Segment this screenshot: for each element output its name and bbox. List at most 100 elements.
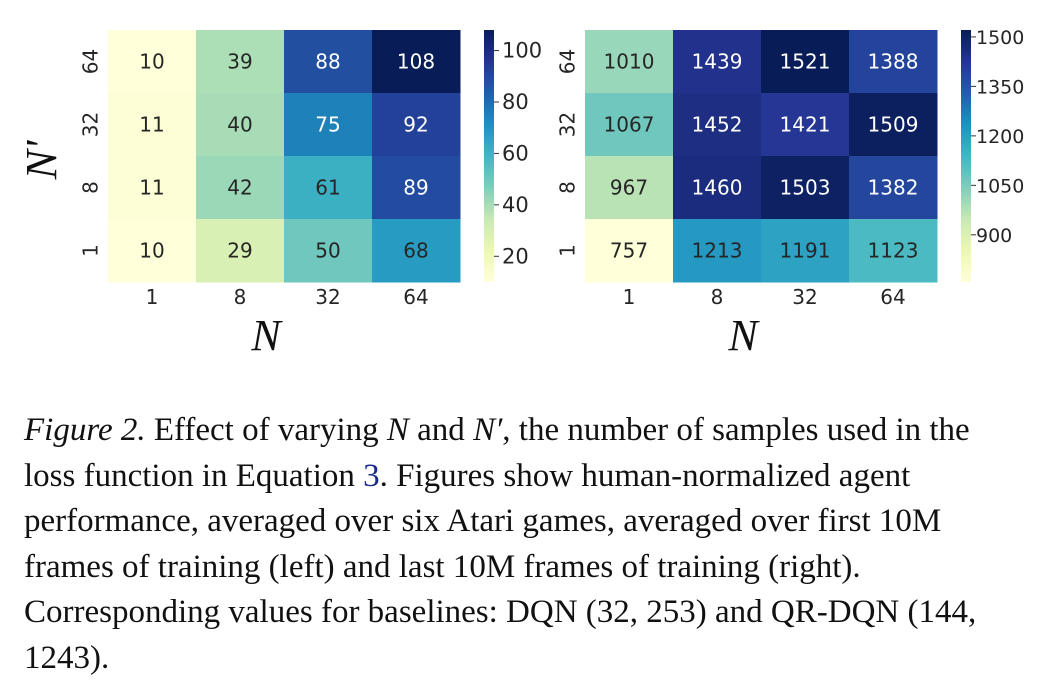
cell-value-label: 11: [139, 176, 164, 200]
cell-value-label: 1010: [604, 50, 655, 74]
x-tick-label: 64: [403, 285, 428, 309]
cell-value-label: 75: [315, 113, 340, 137]
heatmap-cell: [761, 30, 850, 94]
colorbar-tick-label: 1350: [976, 76, 1024, 98]
cell-value-label: 42: [227, 176, 252, 200]
heatmap-cell: [673, 93, 762, 157]
colorbar: [484, 30, 494, 282]
heatmap-cell: [849, 30, 938, 94]
colorbar-tick-label: 80: [502, 90, 529, 114]
heatmap-cell: [585, 156, 674, 220]
colorbar-tick-label: 40: [502, 193, 529, 217]
cell-value-label: 1213: [692, 239, 743, 263]
heatmap-cell: [196, 93, 285, 157]
x-tick-label: 32: [315, 285, 340, 309]
cell-value-label: 88: [315, 50, 340, 74]
x-tick-label: 1: [623, 285, 636, 309]
heatmap-cell: [108, 30, 197, 94]
heatmap-cell: [284, 30, 373, 94]
cell-value-label: 10: [139, 239, 164, 263]
cell-value-label: 1421: [780, 113, 831, 137]
cell-value-label: 50: [315, 239, 340, 263]
cell-value-label: 1191: [780, 239, 831, 263]
cell-value-label: 1382: [868, 176, 919, 200]
heatmap-cell: [108, 93, 197, 157]
colorbar-tick-label: 60: [502, 141, 529, 165]
heatmap-cell: [585, 93, 674, 157]
cell-value-label: 1388: [868, 50, 919, 74]
heatmap-cell: [108, 156, 197, 220]
y-tick-label: 64: [556, 49, 580, 74]
heatmap-cell: [196, 156, 285, 220]
cell-value-label: 108: [397, 50, 435, 74]
heatmap-cell: [849, 219, 938, 283]
heatmap-cell: [761, 156, 850, 220]
cell-value-label: 967: [610, 176, 648, 200]
caption-text-4: . Figures show human-normalized agent pe…: [24, 457, 977, 676]
cell-value-label: 89: [403, 176, 428, 200]
heatmap-cell: [673, 219, 762, 283]
cell-value-label: 1439: [692, 50, 743, 74]
equation-reference-link[interactable]: 3: [363, 457, 380, 494]
cell-value-label: 1123: [868, 239, 919, 263]
heatmap-cell: [585, 30, 674, 94]
heatmap-cell: [372, 93, 461, 157]
caption-text-3: , the number of samples used in the loss…: [24, 412, 970, 494]
heatmap-cell: [372, 30, 461, 94]
heatmap-cell: [284, 93, 373, 157]
colorbar-tick-label: 1500: [976, 27, 1024, 49]
colorbar-tick-label: 20: [502, 244, 529, 268]
x-tick-label: 8: [711, 285, 724, 309]
cell-value-label: 1452: [692, 113, 743, 137]
y-tick-label: 32: [79, 112, 103, 137]
caption-text-1: Effect of varying: [145, 412, 387, 448]
colorbar-tick-label: 1200: [976, 126, 1024, 148]
cell-value-label: 39: [227, 50, 252, 74]
x-tick-label: 8: [234, 285, 247, 309]
heatmap-cell: [673, 156, 762, 220]
colorbar-tick-label: 100: [502, 39, 542, 63]
cell-value-label: 10: [139, 50, 164, 74]
cell-value-label: 92: [403, 113, 428, 137]
y-tick-label: 8: [79, 181, 103, 194]
cell-value-label: 1509: [868, 113, 919, 137]
heatmap-cell: [761, 219, 850, 283]
x-axis-label: N: [250, 311, 283, 360]
heatmap-cell: [585, 219, 674, 283]
cell-value-label: 29: [227, 239, 252, 263]
x-tick-label: 32: [792, 285, 817, 309]
heatmap-cell: [196, 219, 285, 283]
y-tick-label: 1: [556, 244, 580, 257]
cell-value-label: 757: [610, 239, 648, 263]
caption-symbol-n-prime: N′: [473, 412, 503, 448]
heatmap-cell: [849, 156, 938, 220]
caption-text-2: and: [408, 412, 474, 448]
x-axis-label: N: [727, 311, 760, 360]
y-axis-label: N': [17, 139, 66, 180]
heatmap-cell: [284, 156, 373, 220]
x-tick-label: 64: [880, 285, 905, 309]
heatmap-cell: [284, 219, 373, 283]
y-tick-label: 64: [79, 49, 103, 74]
colorbar-tick-label: 900: [976, 225, 1012, 247]
caption-label: Figure 2.: [24, 412, 146, 448]
cell-value-label: 1521: [780, 50, 831, 74]
heatmap-cell: [849, 93, 938, 157]
y-tick-label: 8: [556, 181, 580, 194]
heatmap-cell: [372, 156, 461, 220]
figure-caption: Figure 2. Effect of varying N and N′, th…: [24, 408, 1024, 681]
cell-value-label: 40: [227, 113, 252, 137]
heatmap-cell: [372, 219, 461, 283]
heatmap-cell: [761, 93, 850, 157]
heatmap-cell: [673, 30, 762, 94]
caption-symbol-n: N: [386, 412, 409, 448]
cell-value-label: 68: [403, 239, 428, 263]
colorbar-tick-label: 1050: [976, 175, 1024, 197]
heatmap-cell: [196, 30, 285, 94]
y-tick-label: 1: [79, 244, 103, 257]
colorbar: [961, 30, 971, 282]
cell-value-label: 11: [139, 113, 164, 137]
heatmap-panel-2: 1010 1439 1521 1388 1067 1452 1421 1509 967 1460 1…: [556, 27, 1025, 360]
